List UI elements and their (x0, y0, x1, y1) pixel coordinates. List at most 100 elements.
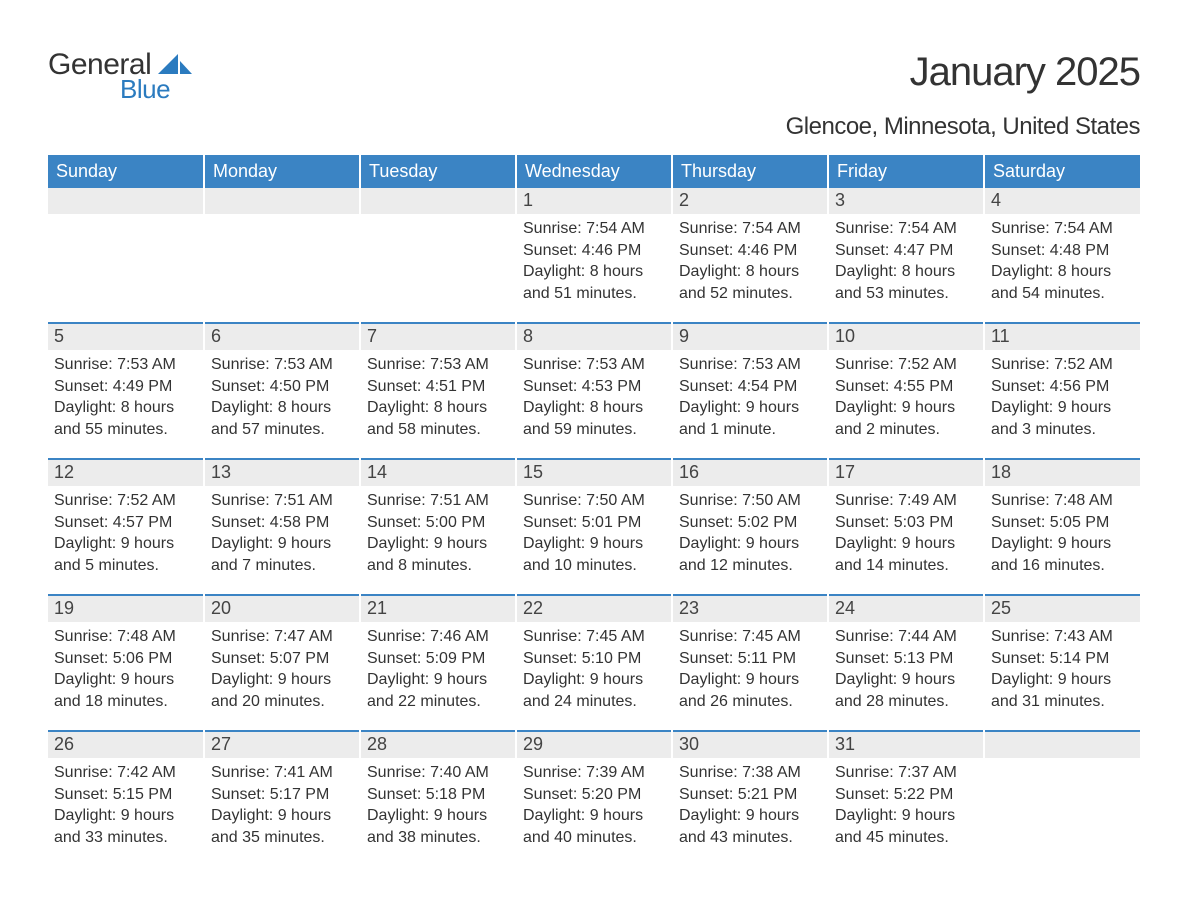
sunrise-text: Sunrise: 7:53 AM (54, 354, 197, 376)
daylight-text: Daylight: 9 hours and 28 minutes. (835, 669, 977, 712)
logo-text-group: General Blue (48, 50, 192, 102)
week-row: 12Sunrise: 7:52 AMSunset: 4:57 PMDayligh… (48, 460, 1140, 594)
day-number: 28 (361, 732, 515, 758)
day-number: 7 (361, 324, 515, 350)
daylight-text: Daylight: 9 hours and 12 minutes. (679, 533, 821, 576)
weekday-header: Wednesday (516, 155, 672, 188)
sunrise-text: Sunrise: 7:49 AM (835, 490, 977, 512)
sunset-text: Sunset: 4:51 PM (367, 376, 509, 398)
day-body: Sunrise: 7:53 AMSunset: 4:49 PMDaylight:… (48, 350, 203, 446)
day-cell: 28Sunrise: 7:40 AMSunset: 5:18 PMDayligh… (360, 732, 516, 866)
sunset-text: Sunset: 4:46 PM (523, 240, 665, 262)
week-row: 5Sunrise: 7:53 AMSunset: 4:49 PMDaylight… (48, 324, 1140, 458)
sunrise-text: Sunrise: 7:46 AM (367, 626, 509, 648)
daylight-text: Daylight: 8 hours and 58 minutes. (367, 397, 509, 440)
daylight-text: Daylight: 8 hours and 54 minutes. (991, 261, 1134, 304)
sunset-text: Sunset: 4:56 PM (991, 376, 1134, 398)
sunrise-text: Sunrise: 7:50 AM (679, 490, 821, 512)
header: General Blue January 2025 Glencoe, Minne… (48, 50, 1140, 151)
day-body: Sunrise: 7:53 AMSunset: 4:50 PMDaylight:… (205, 350, 359, 446)
day-body: Sunrise: 7:54 AMSunset: 4:46 PMDaylight:… (517, 214, 671, 310)
day-cell: 5Sunrise: 7:53 AMSunset: 4:49 PMDaylight… (48, 324, 204, 458)
calendar-head: Sunday Monday Tuesday Wednesday Thursday… (48, 155, 1140, 188)
sunrise-text: Sunrise: 7:52 AM (835, 354, 977, 376)
sunset-text: Sunset: 5:11 PM (679, 648, 821, 670)
day-number: 12 (48, 460, 203, 486)
day-cell: 21Sunrise: 7:46 AMSunset: 5:09 PMDayligh… (360, 596, 516, 730)
day-body: Sunrise: 7:43 AMSunset: 5:14 PMDaylight:… (985, 622, 1140, 718)
day-number: 3 (829, 188, 983, 214)
sunset-text: Sunset: 4:48 PM (991, 240, 1134, 262)
title-group: January 2025 Glencoe, Minnesota, United … (786, 50, 1140, 151)
day-body: Sunrise: 7:51 AMSunset: 5:00 PMDaylight:… (361, 486, 515, 582)
day-number: 15 (517, 460, 671, 486)
day-cell: 16Sunrise: 7:50 AMSunset: 5:02 PMDayligh… (672, 460, 828, 594)
sunrise-text: Sunrise: 7:45 AM (679, 626, 821, 648)
sunrise-text: Sunrise: 7:54 AM (523, 218, 665, 240)
day-cell (984, 732, 1140, 866)
daylight-text: Daylight: 9 hours and 18 minutes. (54, 669, 197, 712)
day-body: Sunrise: 7:48 AMSunset: 5:05 PMDaylight:… (985, 486, 1140, 582)
day-cell: 12Sunrise: 7:52 AMSunset: 4:57 PMDayligh… (48, 460, 204, 594)
sunrise-text: Sunrise: 7:53 AM (211, 354, 353, 376)
sunset-text: Sunset: 5:13 PM (835, 648, 977, 670)
day-body: Sunrise: 7:52 AMSunset: 4:57 PMDaylight:… (48, 486, 203, 582)
day-cell (204, 188, 360, 322)
day-number: 30 (673, 732, 827, 758)
location: Glencoe, Minnesota, United States (786, 113, 1140, 141)
weekday-row: Sunday Monday Tuesday Wednesday Thursday… (48, 155, 1140, 188)
day-number (48, 188, 203, 214)
day-cell: 2Sunrise: 7:54 AMSunset: 4:46 PMDaylight… (672, 188, 828, 322)
sunrise-text: Sunrise: 7:48 AM (54, 626, 197, 648)
day-body: Sunrise: 7:42 AMSunset: 5:15 PMDaylight:… (48, 758, 203, 854)
sunrise-text: Sunrise: 7:42 AM (54, 762, 197, 784)
sunrise-text: Sunrise: 7:37 AM (835, 762, 977, 784)
sunrise-text: Sunrise: 7:52 AM (991, 354, 1134, 376)
calendar-body: 1Sunrise: 7:54 AMSunset: 4:46 PMDaylight… (48, 188, 1140, 866)
day-number: 19 (48, 596, 203, 622)
daylight-text: Daylight: 8 hours and 55 minutes. (54, 397, 197, 440)
day-body: Sunrise: 7:44 AMSunset: 5:13 PMDaylight:… (829, 622, 983, 718)
day-cell: 31Sunrise: 7:37 AMSunset: 5:22 PMDayligh… (828, 732, 984, 866)
day-cell: 27Sunrise: 7:41 AMSunset: 5:17 PMDayligh… (204, 732, 360, 866)
sunrise-text: Sunrise: 7:51 AM (211, 490, 353, 512)
sunrise-text: Sunrise: 7:53 AM (679, 354, 821, 376)
day-number: 10 (829, 324, 983, 350)
day-number: 18 (985, 460, 1140, 486)
day-number: 22 (517, 596, 671, 622)
sunset-text: Sunset: 5:06 PM (54, 648, 197, 670)
sunrise-text: Sunrise: 7:48 AM (991, 490, 1134, 512)
day-body: Sunrise: 7:54 AMSunset: 4:47 PMDaylight:… (829, 214, 983, 310)
day-cell: 3Sunrise: 7:54 AMSunset: 4:47 PMDaylight… (828, 188, 984, 322)
day-number: 17 (829, 460, 983, 486)
daylight-text: Daylight: 9 hours and 22 minutes. (367, 669, 509, 712)
daylight-text: Daylight: 9 hours and 16 minutes. (991, 533, 1134, 576)
day-cell: 20Sunrise: 7:47 AMSunset: 5:07 PMDayligh… (204, 596, 360, 730)
daylight-text: Daylight: 9 hours and 1 minute. (679, 397, 821, 440)
sunset-text: Sunset: 4:46 PM (679, 240, 821, 262)
calendar-table: Sunday Monday Tuesday Wednesday Thursday… (48, 155, 1140, 866)
week-row: 19Sunrise: 7:48 AMSunset: 5:06 PMDayligh… (48, 596, 1140, 730)
sunset-text: Sunset: 4:58 PM (211, 512, 353, 534)
sunset-text: Sunset: 4:55 PM (835, 376, 977, 398)
day-body: Sunrise: 7:50 AMSunset: 5:02 PMDaylight:… (673, 486, 827, 582)
sunrise-text: Sunrise: 7:50 AM (523, 490, 665, 512)
day-number: 5 (48, 324, 203, 350)
weekday-header: Tuesday (360, 155, 516, 188)
sunrise-text: Sunrise: 7:53 AM (523, 354, 665, 376)
day-body: Sunrise: 7:45 AMSunset: 5:10 PMDaylight:… (517, 622, 671, 718)
day-body: Sunrise: 7:51 AMSunset: 4:58 PMDaylight:… (205, 486, 359, 582)
day-cell: 7Sunrise: 7:53 AMSunset: 4:51 PMDaylight… (360, 324, 516, 458)
daylight-text: Daylight: 9 hours and 26 minutes. (679, 669, 821, 712)
day-body: Sunrise: 7:40 AMSunset: 5:18 PMDaylight:… (361, 758, 515, 854)
sunrise-text: Sunrise: 7:43 AM (991, 626, 1134, 648)
weekday-header: Sunday (48, 155, 204, 188)
day-number: 29 (517, 732, 671, 758)
sunset-text: Sunset: 5:05 PM (991, 512, 1134, 534)
sunset-text: Sunset: 4:47 PM (835, 240, 977, 262)
day-body: Sunrise: 7:38 AMSunset: 5:21 PMDaylight:… (673, 758, 827, 854)
day-body: Sunrise: 7:52 AMSunset: 4:56 PMDaylight:… (985, 350, 1140, 446)
day-cell: 9Sunrise: 7:53 AMSunset: 4:54 PMDaylight… (672, 324, 828, 458)
weekday-header: Monday (204, 155, 360, 188)
logo: General Blue (48, 50, 192, 102)
